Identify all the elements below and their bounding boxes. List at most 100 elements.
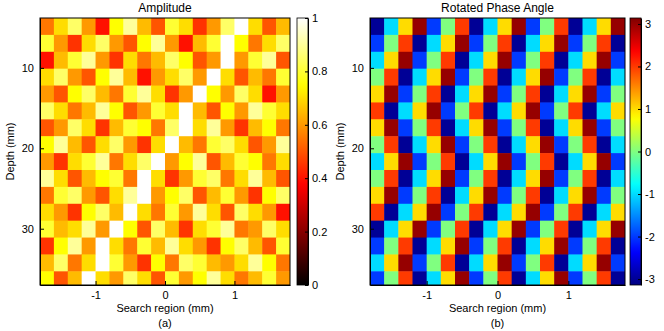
heat-cell [68, 35, 82, 52]
heat-cell [568, 271, 583, 285]
heat-cell [611, 238, 625, 255]
heat-cell [526, 153, 541, 170]
heat-cell [540, 52, 555, 69]
heat-cell [40, 204, 54, 221]
heat-cell [611, 119, 625, 136]
heat-cell [262, 153, 276, 170]
heat-cell [165, 238, 179, 255]
plot-frame [40, 18, 290, 285]
heat-cell [193, 52, 207, 69]
heat-cell [583, 86, 598, 103]
heat-cell [512, 204, 527, 221]
title: Amplitude [138, 1, 192, 15]
heat-cell [109, 221, 123, 238]
heat-cell [221, 204, 235, 221]
heat-cell [568, 69, 583, 86]
heat-cell [276, 187, 290, 204]
heat-cell [221, 271, 235, 285]
heat-cell [441, 170, 456, 187]
heat-cell [597, 204, 612, 221]
heat-cell [498, 238, 513, 255]
heat-cell [441, 102, 456, 119]
heat-cell [540, 69, 555, 86]
heat-cell [568, 153, 583, 170]
heat-cell [82, 52, 96, 69]
y-axis-title: Depth (mm) [4, 122, 16, 180]
heat-cell [583, 18, 598, 35]
heat-cell [469, 18, 484, 35]
axis-line [371, 285, 626, 286]
heat-cell [611, 18, 625, 35]
heat-cell [137, 153, 151, 170]
heat-cell [207, 69, 221, 86]
tick-label: -2 [645, 231, 655, 243]
tick: 1 [638, 103, 651, 115]
heat-cell [384, 238, 399, 255]
heat-cell [498, 254, 513, 271]
heat-cell [54, 69, 68, 86]
figure: -10110203000.20.40.60.81AmplitudeSearch … [0, 0, 664, 331]
heat-cell [262, 254, 276, 271]
heat-cell [554, 238, 569, 255]
heat-cell [384, 254, 399, 271]
tick-mark [40, 68, 44, 69]
heat-cell [193, 221, 207, 238]
heat-cell [40, 221, 54, 238]
colorbar-axis: -3-2-10123 [638, 18, 655, 286]
heat-cell [384, 271, 399, 285]
tick: 1 [232, 281, 238, 301]
heat-cell [526, 187, 541, 204]
heat-cell [276, 86, 290, 103]
heat-cell [540, 254, 555, 271]
heat-cell [384, 170, 399, 187]
heat-cell [165, 52, 179, 69]
heat-cell [526, 69, 541, 86]
heat-cell [109, 119, 123, 136]
heat-cell [568, 187, 583, 204]
heat-cell [68, 69, 82, 86]
heat-cell [398, 153, 413, 170]
heat-cell [583, 187, 598, 204]
heat-cell [109, 170, 123, 187]
heat-cell [276, 35, 290, 52]
heat-cell [583, 52, 598, 69]
heat-cell [68, 204, 82, 221]
heat-cell [568, 170, 583, 187]
x-axis: -101 [371, 281, 626, 301]
heat-cell [207, 35, 221, 52]
heat-cell [568, 238, 583, 255]
heat-cell [498, 52, 513, 69]
heat-cell [540, 153, 555, 170]
heat-cell [611, 136, 625, 153]
heat-cell [540, 18, 555, 35]
heat-cell [68, 271, 82, 285]
heat-cell [498, 170, 513, 187]
panel: -101102030-3-2-10123Rotated Phase AngleS… [334, 1, 655, 329]
heat-cell [583, 204, 598, 221]
heat-cell [179, 221, 193, 238]
heat-cell [40, 271, 54, 285]
heat-cell [40, 187, 54, 204]
colorbar [630, 18, 641, 285]
tick-mark [305, 71, 308, 72]
heat-cell [384, 119, 399, 136]
axis-line [370, 19, 371, 286]
heat-cell [96, 254, 110, 271]
tick: -1 [422, 281, 432, 301]
heat-cell [512, 170, 527, 187]
tick-mark [165, 281, 166, 285]
tick: -1 [91, 281, 101, 301]
heat-cell [384, 18, 399, 35]
plot-frame [370, 18, 625, 285]
cells [370, 18, 625, 285]
heat-cell [54, 86, 68, 103]
heat-cell [179, 18, 193, 35]
heat-cell [248, 204, 262, 221]
heat-cell [526, 119, 541, 136]
heat-cell [262, 187, 276, 204]
heat-cell [165, 86, 179, 103]
heat-cell [370, 136, 385, 153]
heat-cell [427, 254, 442, 271]
heat-cell [54, 102, 68, 119]
heat-cell [498, 204, 513, 221]
